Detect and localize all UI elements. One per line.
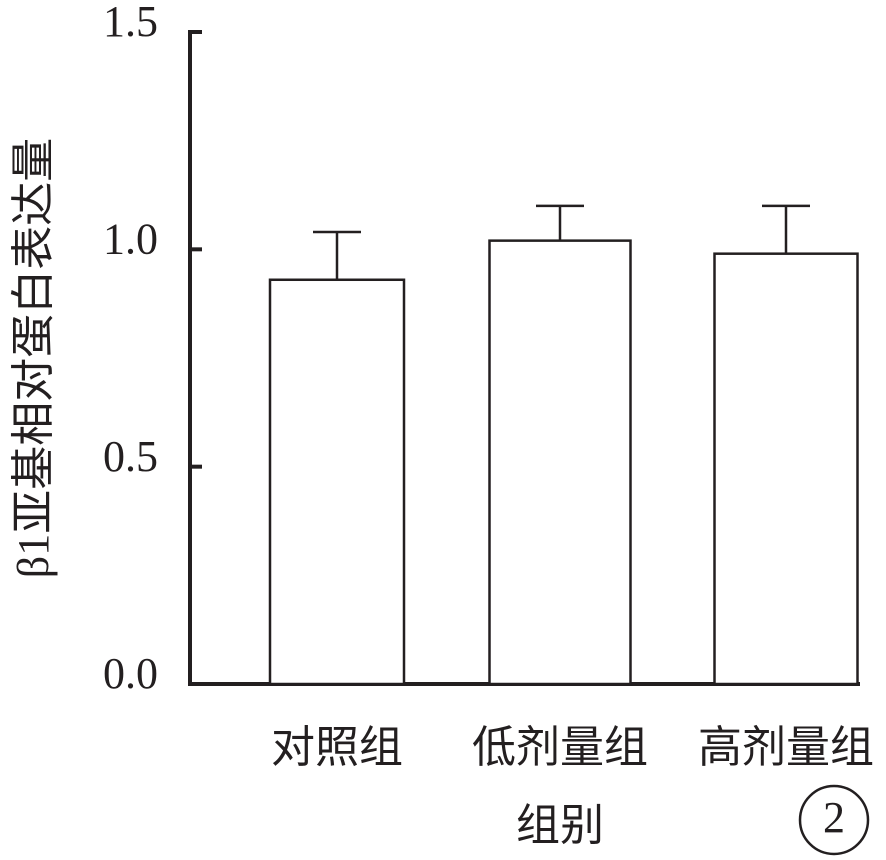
bar — [713, 252, 859, 686]
y-tick-label: 1.0 — [103, 214, 158, 263]
x-axis-label: 组别 — [516, 801, 604, 850]
x-tick-label: 低剂量组 — [472, 723, 648, 772]
x-tick-label: 对照组 — [271, 723, 403, 772]
bar — [268, 278, 406, 686]
x-tick-label: 高剂量组 — [698, 723, 874, 772]
bar — [488, 239, 632, 686]
y-axis-label: β1亚基相对蛋白表达量 — [9, 138, 58, 578]
annotation: 2 — [823, 793, 845, 842]
y-tick-label: 0.0 — [103, 649, 158, 698]
y-tick-label: 0.5 — [103, 432, 158, 481]
annotation-circle — [798, 784, 870, 856]
y-tick-label: 1.5 — [103, 0, 158, 46]
